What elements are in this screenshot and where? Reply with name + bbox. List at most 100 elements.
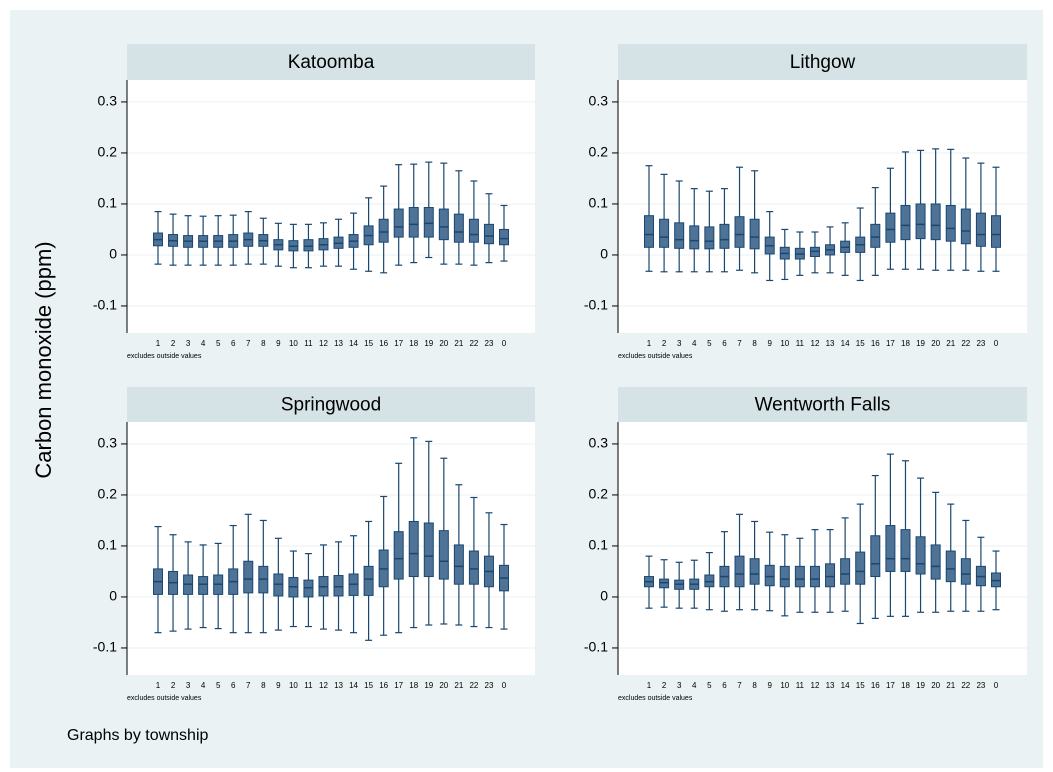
x-tick-label: 2 xyxy=(171,681,176,690)
x-tick-label: 9 xyxy=(767,681,772,690)
box xyxy=(423,522,434,578)
x-tick-label: 19 xyxy=(424,681,433,690)
x-tick-label: 12 xyxy=(811,681,820,690)
box xyxy=(303,239,314,252)
box xyxy=(704,574,715,588)
x-tick-label: 3 xyxy=(677,681,682,690)
box xyxy=(930,544,941,580)
box xyxy=(855,551,866,585)
x-tick-label: 10 xyxy=(780,681,789,690)
plot-area xyxy=(127,422,535,675)
x-tick-label: 21 xyxy=(946,339,955,348)
x-tick-label: 11 xyxy=(796,681,805,690)
box xyxy=(468,550,479,585)
x-tick-label: 1 xyxy=(647,339,652,348)
x-tick-label: 23 xyxy=(976,681,985,690)
x-tick-label: 1 xyxy=(156,339,161,348)
x-tick-label: 3 xyxy=(186,681,191,690)
x-tick-label: 11 xyxy=(304,681,313,690)
x-tick-label: 12 xyxy=(319,339,328,348)
panel-title: Springwood xyxy=(281,395,381,416)
x-tick-label: 6 xyxy=(231,339,236,348)
box xyxy=(870,223,881,248)
box xyxy=(499,228,509,246)
box xyxy=(991,215,1001,248)
box xyxy=(945,204,956,242)
y-tick-label: -0.1 xyxy=(584,297,608,313)
box xyxy=(423,207,434,238)
box xyxy=(885,212,896,243)
x-tick-label: 2 xyxy=(662,339,667,348)
x-tick-label: 23 xyxy=(485,681,494,690)
x-tick-label: 5 xyxy=(216,339,221,348)
box xyxy=(870,535,881,578)
box xyxy=(840,558,851,585)
x-tick-label: 15 xyxy=(856,339,865,348)
panel-note: excludes outside values xyxy=(618,695,693,702)
x-tick-label: 4 xyxy=(201,681,206,690)
x-tick-label: 11 xyxy=(304,339,313,348)
box xyxy=(243,560,254,594)
y-tick-label: 0.3 xyxy=(589,435,609,451)
y-tick-label: -0.1 xyxy=(93,639,117,655)
x-tick-label: 7 xyxy=(246,681,251,690)
y-tick-label: 0.1 xyxy=(589,195,609,211)
x-tick-label: 19 xyxy=(916,339,925,348)
y-tick-label: 0 xyxy=(600,588,608,604)
y-tick-label: 0 xyxy=(109,588,117,604)
x-tick-label: 17 xyxy=(886,339,895,348)
panel-title: Wentworth Falls xyxy=(755,395,891,416)
x-tick-label: 20 xyxy=(931,339,940,348)
x-tick-label: 0 xyxy=(502,339,507,348)
x-tick-label: 20 xyxy=(931,681,940,690)
box xyxy=(991,572,1001,588)
x-tick-label: 18 xyxy=(409,339,418,348)
x-tick-label: 13 xyxy=(826,681,835,690)
panel-header xyxy=(618,387,1027,422)
y-tick-label: 0.3 xyxy=(98,93,118,109)
box xyxy=(734,555,745,588)
x-tick-label: 10 xyxy=(780,339,789,348)
box xyxy=(704,226,715,250)
x-tick-label: 2 xyxy=(171,339,176,348)
box xyxy=(438,208,449,241)
x-tick-label: 5 xyxy=(707,339,712,348)
x-tick-label: 20 xyxy=(439,681,448,690)
x-tick-label: 19 xyxy=(424,339,433,348)
box xyxy=(975,212,986,247)
box xyxy=(333,575,344,597)
x-tick-label: 1 xyxy=(647,681,652,690)
x-tick-label: 0 xyxy=(994,339,999,348)
x-tick-label: 14 xyxy=(841,339,850,348)
x-tick-label: 4 xyxy=(692,681,697,690)
box xyxy=(659,218,670,248)
box xyxy=(960,208,971,245)
box xyxy=(689,225,700,250)
y-tick-label: 0.1 xyxy=(589,537,609,553)
panel-title: Katoomba xyxy=(288,52,375,73)
panel-header xyxy=(127,44,535,80)
x-tick-label: 14 xyxy=(349,339,358,348)
x-tick-label: 15 xyxy=(364,339,373,348)
x-tick-label: 9 xyxy=(767,339,772,348)
x-tick-label: 14 xyxy=(349,681,358,690)
x-tick-label: 21 xyxy=(454,681,463,690)
x-tick-label: 9 xyxy=(276,339,281,348)
box xyxy=(915,203,926,240)
panel-header xyxy=(127,387,535,422)
x-tick-label: 21 xyxy=(454,339,463,348)
x-tick-label: 8 xyxy=(752,339,757,348)
box xyxy=(408,520,419,578)
y-tick-label: 0.1 xyxy=(98,537,118,553)
x-tick-label: 21 xyxy=(946,681,955,690)
box xyxy=(749,218,760,250)
x-tick-label: 2 xyxy=(662,681,667,690)
x-tick-label: 13 xyxy=(334,339,343,348)
box xyxy=(945,550,956,583)
x-tick-label: 22 xyxy=(961,339,970,348)
panel-title: Lithgow xyxy=(790,52,856,73)
x-tick-label: 7 xyxy=(737,681,742,690)
box xyxy=(393,531,404,580)
box xyxy=(809,565,820,588)
